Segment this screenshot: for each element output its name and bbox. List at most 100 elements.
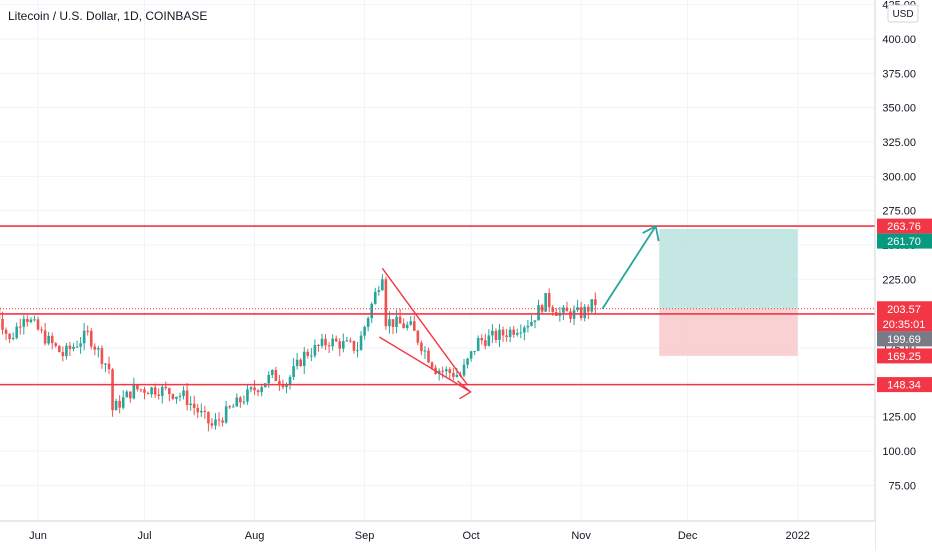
candle-body: [157, 395, 160, 396]
target-arrow: [602, 226, 655, 309]
candle-body: [466, 359, 469, 365]
candle-body: [83, 331, 86, 344]
price-tick-label: 100.00: [882, 446, 916, 458]
price-tag-label: 261.70: [887, 236, 921, 248]
candle-body: [12, 338, 15, 339]
candle-body: [250, 387, 253, 389]
candle-body: [381, 279, 384, 290]
chart-title: Litecoin / U.S. Dollar, 1D, COINBASE: [8, 9, 207, 23]
candle-body: [253, 387, 256, 390]
candle-body: [186, 390, 189, 405]
candle-body: [296, 360, 299, 366]
price-tag-label: 199.69: [887, 334, 921, 346]
candle-body: [409, 321, 412, 324]
candle-body: [480, 338, 483, 340]
candle-body: [236, 398, 239, 407]
candle-body: [431, 362, 434, 367]
candle-body: [307, 352, 310, 356]
candle-body: [335, 339, 338, 342]
candle-body: [140, 389, 143, 390]
candle-body: [452, 373, 455, 377]
candle-body: [257, 390, 260, 392]
candle-body: [33, 319, 36, 320]
price-tick-label: 125.00: [882, 412, 916, 424]
candle-body: [8, 334, 11, 339]
candle-body: [168, 388, 171, 394]
candle-body: [314, 345, 317, 356]
candle-body: [278, 381, 281, 384]
price-tick-label: 275.00: [882, 206, 916, 218]
candle-body: [165, 387, 168, 388]
candle-body: [147, 393, 150, 394]
candle-body: [527, 326, 530, 328]
price-tag-label: 148.34: [887, 380, 921, 392]
candle-body: [473, 351, 476, 352]
candle-body: [211, 423, 214, 425]
candle-body: [360, 336, 363, 350]
price-tick-label: 350.00: [882, 103, 916, 115]
candle-body: [154, 387, 157, 394]
candle-body: [47, 336, 50, 344]
price-tick-label: 325.00: [882, 137, 916, 149]
candle-body: [388, 319, 391, 326]
candle-body: [19, 327, 22, 328]
price-tick-label: 375.00: [882, 68, 916, 80]
candle-body: [498, 330, 501, 340]
candle-body: [370, 304, 373, 318]
candle-body: [101, 348, 104, 364]
candle-body: [463, 365, 466, 376]
candle-body: [172, 394, 175, 399]
candle-body: [363, 327, 366, 336]
currency-label: USD: [892, 9, 913, 20]
candle-body: [520, 332, 523, 333]
candle-body: [406, 325, 409, 328]
stop-zone: [659, 309, 797, 356]
wedge-arrowhead: [458, 381, 471, 399]
candle-body: [267, 375, 270, 383]
candle-body: [97, 348, 100, 349]
candle-body: [321, 339, 324, 346]
candle-body: [502, 330, 505, 336]
candles: [0, 274, 597, 431]
candle-body: [512, 330, 515, 335]
price-tag-label: 263.76: [887, 221, 921, 233]
candle-body: [367, 318, 370, 327]
candle-body: [62, 352, 65, 356]
candle-body: [509, 330, 512, 337]
candle-body: [441, 371, 444, 372]
candle-body: [317, 345, 320, 346]
candle-body: [342, 341, 345, 349]
price-axis[interactable]: 75.00100.00125.00150.00175.00200.00225.0…: [875, 0, 932, 550]
price-tag-label: 169.25: [887, 351, 921, 363]
time-axis-bg: [0, 521, 875, 550]
candle-body: [353, 341, 356, 351]
time-tick-label: Jul: [137, 530, 151, 542]
candle-body: [111, 369, 114, 410]
candle-body: [51, 336, 54, 343]
time-tick-label: Aug: [245, 530, 265, 542]
candle-body: [90, 331, 93, 347]
candle-body: [221, 420, 224, 422]
candle-body: [331, 339, 334, 347]
candle-body: [214, 420, 217, 426]
position-zones: [659, 229, 797, 356]
time-tick-label: Jun: [29, 530, 47, 542]
candle-body: [44, 331, 47, 344]
candle-body: [346, 340, 349, 341]
candle-body: [551, 307, 554, 312]
candle-body: [189, 404, 192, 405]
candle-body: [23, 319, 26, 327]
candle-body: [143, 389, 146, 393]
candle-body: [54, 343, 57, 346]
target-zone: [659, 229, 797, 309]
candle-body: [182, 390, 185, 395]
candle-body: [374, 292, 377, 304]
candle-body: [30, 320, 33, 323]
price-tick-label: 400.00: [882, 34, 916, 46]
annotations: [379, 226, 658, 399]
candle-body: [196, 408, 199, 412]
candle-body: [303, 352, 306, 366]
